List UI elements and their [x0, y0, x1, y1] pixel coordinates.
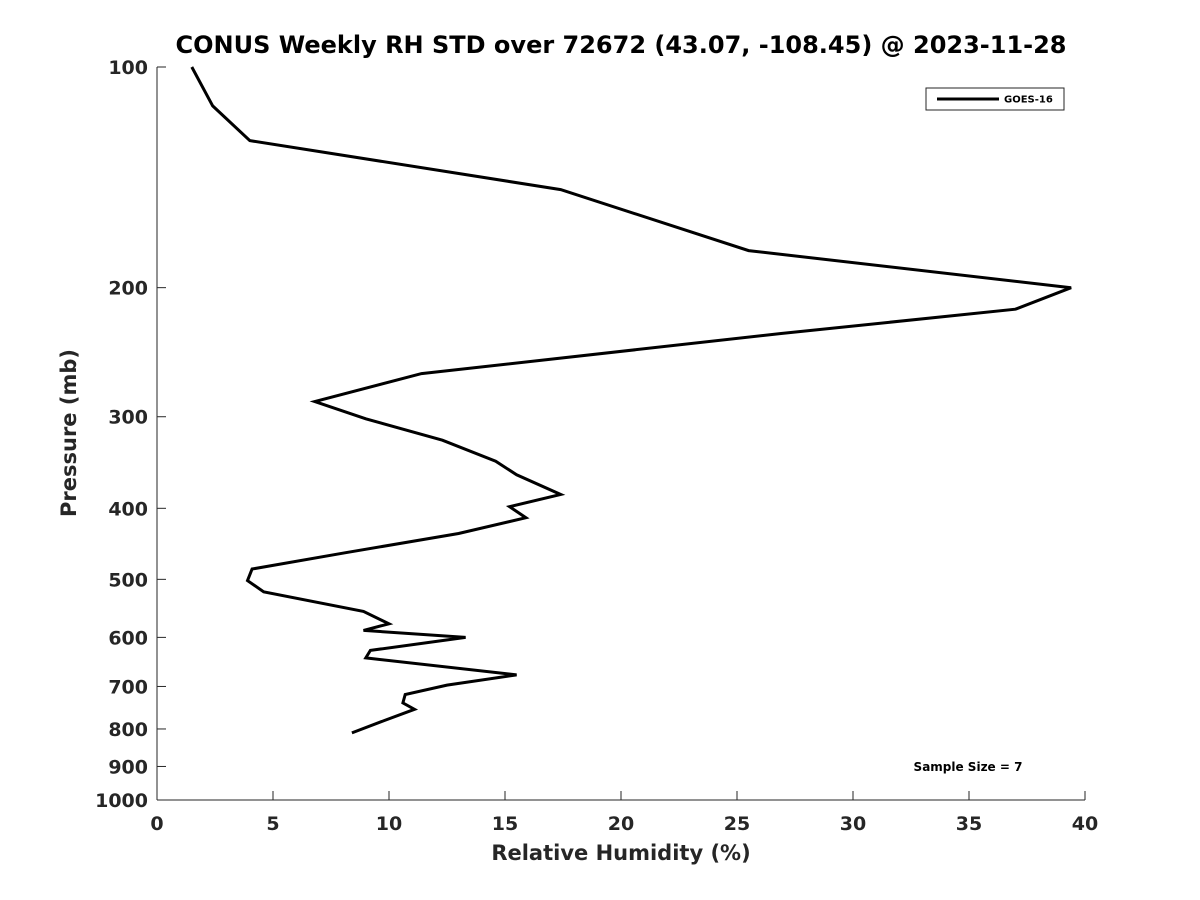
- x-tick-label: 30: [840, 813, 866, 835]
- legend-label-goes-16: GOES-16: [1004, 95, 1053, 106]
- x-tick-label: 25: [724, 813, 750, 835]
- y-tick-label: 600: [108, 627, 148, 649]
- series-line-goes-16: [190, 66, 1072, 735]
- y-tick-label: 400: [108, 498, 148, 520]
- x-tick-label: 35: [956, 813, 982, 835]
- y-tick-label: 300: [108, 407, 148, 429]
- y-tick-label: 1000: [95, 790, 148, 812]
- plot-area: 0 5 10 15 20 25 30 35 40 100 200 300 400 500 600 700 800…: [95, 57, 1098, 835]
- y-tick-label: 200: [108, 278, 148, 300]
- legend: GOES-16: [925, 87, 1065, 111]
- x-tick-label: 0: [150, 813, 163, 835]
- x-tick-label: 5: [266, 813, 279, 835]
- y-axis-label: Pressure (mb): [57, 349, 81, 517]
- x-tick-label: 15: [492, 813, 518, 835]
- y-tick-label: 800: [108, 719, 148, 741]
- x-tick-label: 40: [1072, 813, 1098, 835]
- y-tick-label: 500: [108, 569, 148, 591]
- x-tick-label: 10: [376, 813, 402, 835]
- chart-title: CONUS Weekly RH STD over 72672 (43.07, -…: [175, 31, 1066, 59]
- y-tick-label: 100: [108, 57, 148, 79]
- y-tick-label: 900: [108, 756, 148, 778]
- x-axis-label: Relative Humidity (%): [491, 841, 750, 865]
- x-tick-label: 20: [608, 813, 634, 835]
- sample-size-annotation: Sample Size = 7: [914, 760, 1023, 774]
- y-tick-label: 700: [108, 676, 148, 698]
